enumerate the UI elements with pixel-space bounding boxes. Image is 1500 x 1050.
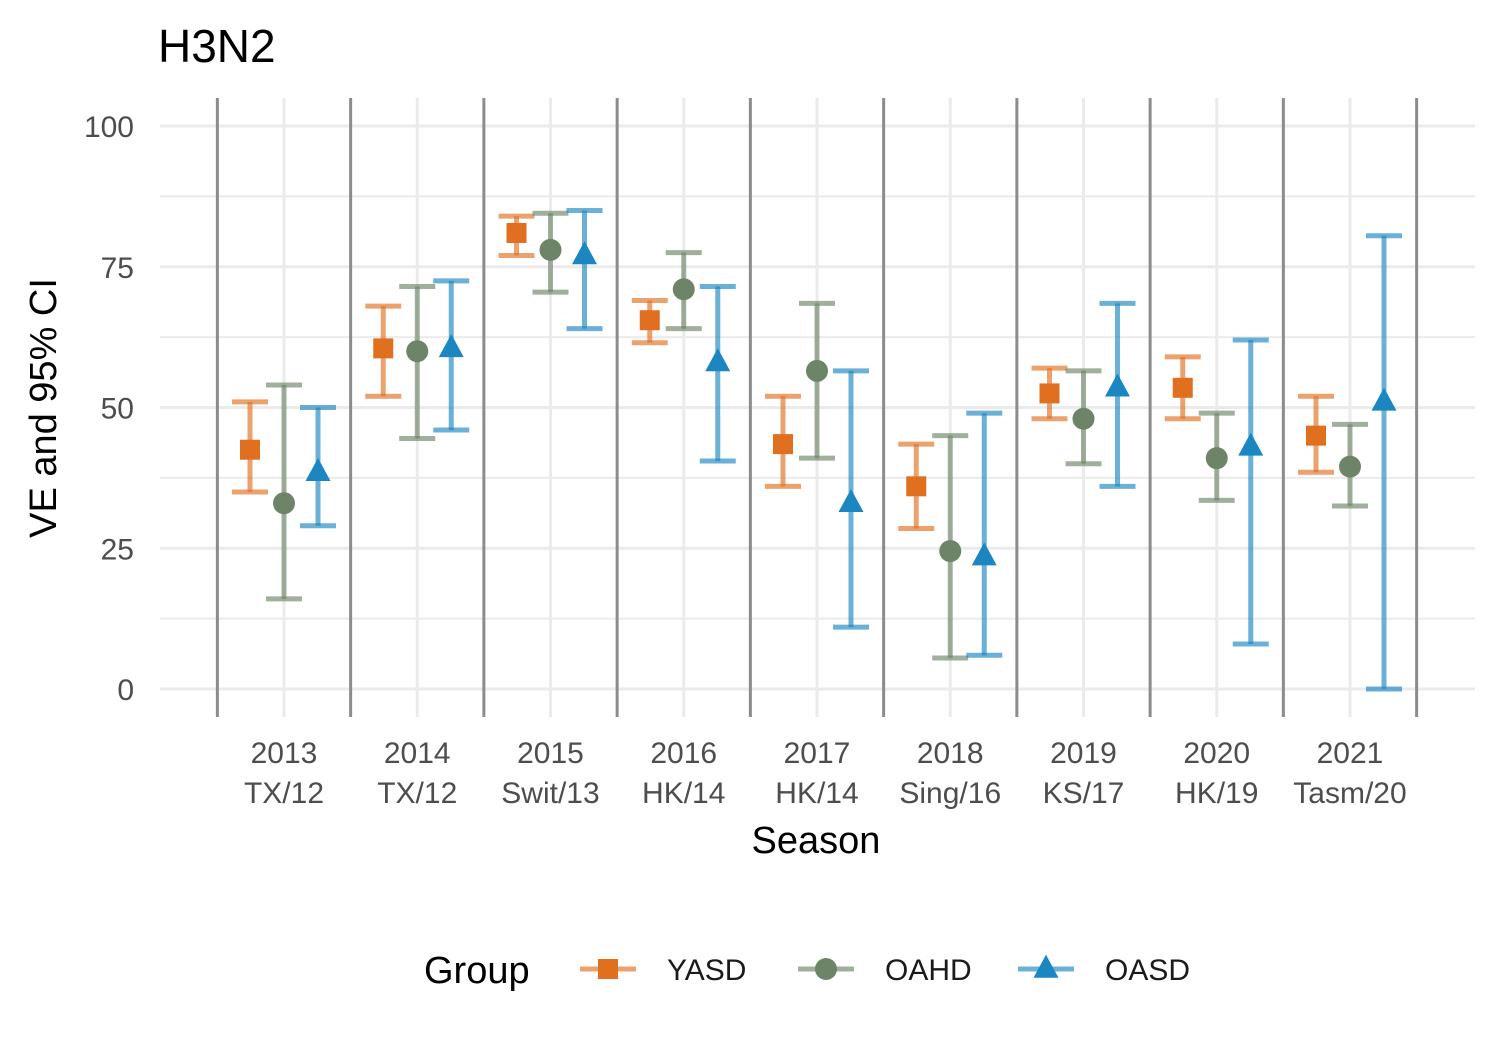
legend-key-marker (815, 958, 837, 980)
y-tick-label: 100 (84, 111, 134, 144)
x-tick-label-strain: TX/12 (244, 777, 324, 810)
x-tick-label-year: 2019 (1050, 737, 1117, 770)
x-tick-label-strain: TX/12 (377, 777, 457, 810)
x-tick-label-year: 2014 (384, 737, 451, 770)
point-estimate (1205, 447, 1228, 470)
season-separators (215, 98, 1419, 717)
x-tick-label-year: 2020 (1183, 737, 1250, 770)
y-tick-label: 50 (101, 393, 134, 426)
point-estimate (539, 238, 562, 261)
error-bar (566, 207, 603, 332)
x-axis-ticks: 2013 TX/12 2014 TX/12 2015 Swit/13 2016 HK/14 20… (244, 737, 1407, 810)
legend-key-marker (598, 959, 618, 979)
point-estimate (1105, 373, 1130, 397)
legend-label: OASD (1105, 954, 1190, 987)
point-estimate (939, 540, 962, 563)
legend-title: Group (424, 950, 530, 992)
point-estimate (1371, 387, 1397, 411)
legend-label: OAHD (885, 954, 972, 987)
point-estimate (672, 278, 695, 301)
error-bar (699, 283, 736, 464)
point-estimate (705, 348, 731, 372)
point-estimate (438, 334, 464, 358)
x-tick-label-year: 2013 (251, 737, 318, 770)
point-estimate (305, 457, 331, 481)
error-bar (399, 283, 436, 441)
error-bar (966, 410, 1003, 658)
point-estimate (273, 492, 295, 515)
y-tick-label: 75 (101, 252, 134, 285)
y-tick-label: 25 (101, 533, 134, 566)
legend-item-yasd: YASD (580, 954, 746, 987)
point-estimate (971, 542, 997, 566)
point-estimate (1306, 425, 1326, 446)
point-estimate (240, 439, 260, 460)
y-tick-label: 0 (117, 674, 134, 707)
point-estimate (406, 340, 429, 363)
point-estimate (773, 434, 793, 455)
series-oasd (300, 207, 1402, 692)
point-estimate (1039, 383, 1060, 404)
y-axis-ticks: 0 25 50 75 100 (84, 111, 134, 707)
x-tick-label-strain: HK/14 (642, 777, 725, 810)
x-tick-label-year: 2017 (784, 737, 851, 770)
point-estimate (1172, 377, 1193, 398)
point-estimate (1072, 407, 1095, 430)
data-marks (232, 207, 1402, 692)
series-oahd (266, 210, 1368, 661)
series-yasd (232, 213, 1334, 532)
legend-key-marker (1033, 954, 1059, 978)
x-tick-label-year: 2016 (650, 737, 717, 770)
legend: Group YASD OAHD OASD (424, 950, 1190, 992)
x-tick-label-strain: HK/14 (775, 777, 858, 810)
legend-label: YASD (667, 954, 746, 987)
point-estimate (639, 310, 660, 331)
legend-item-oahd: OAHD (798, 954, 972, 987)
point-estimate (806, 359, 828, 382)
x-tick-label-strain: KS/17 (1043, 777, 1125, 810)
point-estimate (1238, 432, 1264, 456)
point-estimate (906, 476, 927, 497)
error-bar (1366, 233, 1402, 692)
x-tick-label-strain: Tasm/20 (1293, 777, 1406, 810)
x-tick-label-year: 2018 (917, 737, 984, 770)
error-bar (1232, 337, 1269, 647)
point-estimate (506, 222, 527, 243)
x-tick-label-strain: Swit/13 (501, 777, 599, 810)
point-estimate (373, 338, 394, 359)
x-tick-label-strain: HK/19 (1175, 777, 1258, 810)
x-axis-title: Season (752, 820, 881, 862)
error-bar (266, 382, 302, 602)
legend-item-oasd: OASD (1018, 954, 1190, 987)
x-tick-label-year: 2021 (1317, 737, 1384, 770)
x-tick-label-year: 2015 (517, 737, 584, 770)
y-axis-title: VE and 95% CI (23, 278, 65, 538)
point-estimate (1339, 455, 1361, 478)
point-estimate (838, 488, 864, 512)
chart-title: H3N2 (158, 20, 276, 72)
point-estimate (572, 241, 597, 265)
x-tick-label-strain: Sing/16 (899, 777, 1001, 810)
